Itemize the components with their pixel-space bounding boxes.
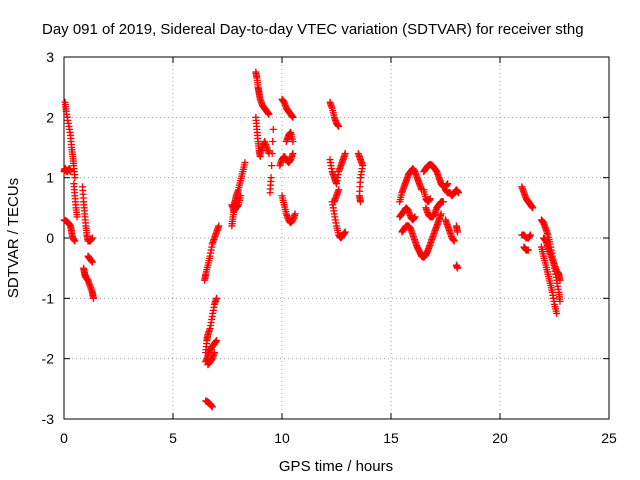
data-point [529, 204, 537, 212]
data-point [210, 349, 218, 357]
chart-title: Day 091 of 2019, Sidereal Day-to-day VTE… [42, 21, 584, 38]
data-point [208, 403, 216, 411]
y-axis-label: SDTVAR / TECUs [5, 178, 22, 298]
data-point [71, 174, 79, 182]
data-point [291, 210, 299, 218]
data-point [88, 234, 96, 242]
y-tick-label: 1 [46, 170, 54, 186]
y-axis-ticks: -3 -2 -1 0 1 2 3 [42, 49, 609, 427]
y-tick-label: 0 [46, 230, 54, 246]
data-point [268, 162, 276, 170]
data-point [453, 264, 461, 272]
data-point [215, 222, 223, 230]
data-point [439, 198, 447, 206]
data-point [335, 186, 343, 194]
data-point [426, 195, 434, 203]
data-point [237, 192, 245, 200]
x-tick-label: 0 [60, 430, 68, 446]
data-point [356, 198, 364, 206]
x-tick-label: 20 [492, 430, 508, 446]
data-point [455, 189, 463, 197]
x-tick-label: 5 [169, 430, 177, 446]
data-point [289, 113, 297, 121]
data-point [437, 210, 445, 218]
y-tick-label: -1 [42, 290, 55, 306]
data-point [444, 180, 452, 188]
data-point [341, 228, 349, 236]
data-point [71, 237, 79, 245]
data-point [266, 189, 274, 197]
x-tick-label: 15 [383, 430, 399, 446]
data-point [289, 150, 297, 158]
data-point [289, 137, 297, 145]
data-point [265, 110, 273, 118]
y-tick-label: -3 [42, 411, 55, 427]
data-point [450, 237, 458, 245]
data-points [60, 68, 564, 411]
data-point [241, 159, 249, 167]
data-point [453, 228, 461, 236]
data-point [556, 297, 564, 305]
data-point [553, 309, 561, 317]
data-point [89, 294, 97, 302]
data-point [73, 213, 81, 221]
data-point [213, 337, 221, 345]
data-point [268, 150, 276, 158]
data-point [335, 122, 343, 130]
data-point [556, 276, 564, 284]
data-point [88, 258, 96, 266]
data-point [67, 168, 75, 176]
data-point [269, 125, 277, 133]
x-axis-label: GPS time / hours [279, 458, 393, 475]
data-point [524, 246, 532, 254]
data-point [341, 150, 349, 158]
y-tick-label: 2 [46, 109, 54, 125]
x-tick-label: 25 [601, 430, 617, 446]
y-tick-label: -2 [42, 351, 55, 367]
data-point [527, 231, 535, 239]
data-point [269, 137, 277, 145]
data-point [411, 213, 419, 221]
data-point [213, 294, 221, 302]
y-tick-label: 3 [46, 49, 54, 65]
x-axis-ticks: 0 5 10 15 20 25 [60, 57, 617, 446]
x-tick-label: 10 [274, 430, 290, 446]
